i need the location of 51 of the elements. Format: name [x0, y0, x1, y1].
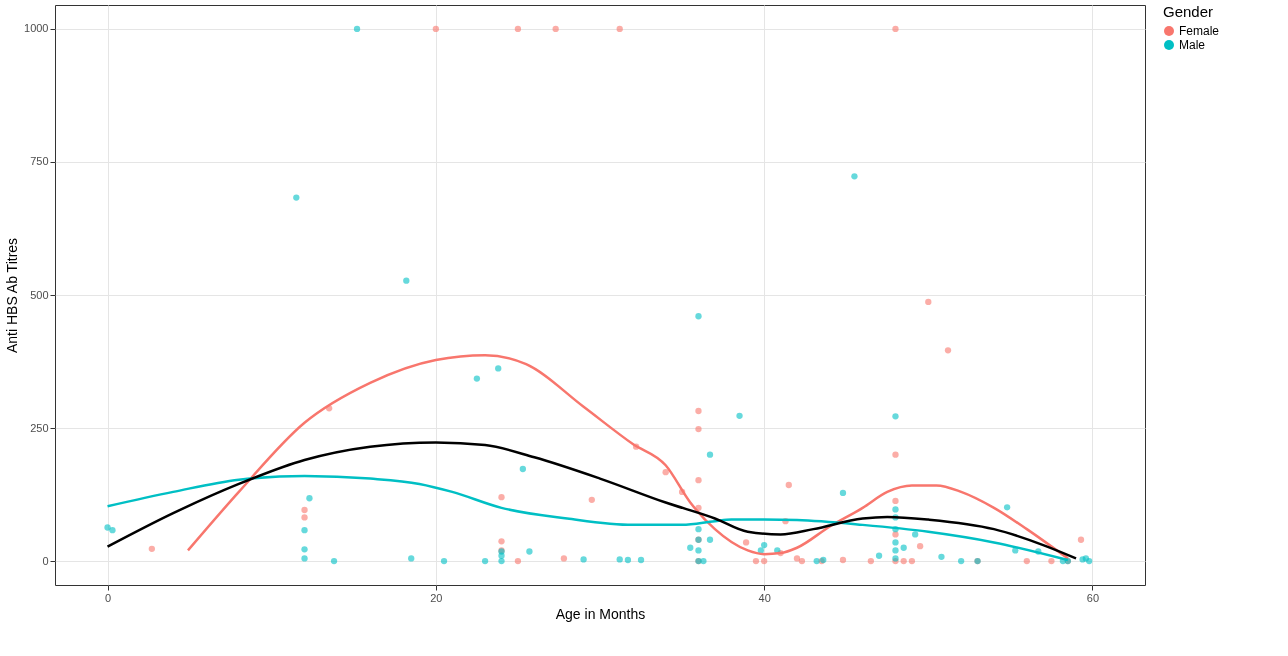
point	[839, 556, 847, 564]
point	[514, 25, 522, 33]
x-tick-label: 0	[104, 591, 112, 604]
point	[662, 469, 669, 476]
point	[1048, 557, 1055, 565]
legend-label: Female	[1179, 24, 1220, 38]
point	[798, 557, 806, 565]
point	[498, 494, 505, 501]
point	[1077, 536, 1085, 543]
x-tick-label: 40	[758, 591, 771, 604]
point	[301, 506, 308, 514]
legend-title: Gender	[1163, 3, 1214, 20]
point	[148, 545, 156, 552]
point	[916, 543, 924, 550]
y-tick-label: 0	[42, 554, 49, 567]
point	[616, 25, 623, 33]
point	[892, 497, 899, 505]
point	[514, 557, 522, 565]
point	[552, 25, 559, 33]
point	[432, 25, 440, 33]
point	[900, 557, 907, 565]
x-tick-label: 60	[1086, 591, 1100, 604]
point	[892, 25, 899, 33]
y-tick-label: 500	[30, 288, 49, 301]
point	[892, 531, 899, 538]
point	[867, 557, 875, 565]
y-tick-label: 1000	[24, 22, 49, 35]
y-axis-title: Anti HBS Ab Titres	[4, 237, 21, 354]
point	[498, 538, 505, 545]
point	[560, 555, 568, 562]
point	[785, 481, 792, 489]
point	[1023, 557, 1030, 565]
point	[742, 539, 750, 546]
point	[695, 425, 702, 433]
point	[695, 477, 702, 484]
line-series	[106, 441, 1078, 560]
point	[793, 555, 801, 562]
point	[908, 557, 916, 565]
point	[301, 514, 308, 521]
point	[588, 496, 595, 504]
point	[944, 347, 952, 354]
y-tick-label: 250	[30, 421, 49, 434]
x-axis-title: Age in Months	[555, 605, 646, 622]
point	[925, 298, 932, 306]
point	[752, 557, 760, 565]
x-tick-label: 20	[430, 591, 443, 604]
legend-label: Male	[1179, 38, 1206, 52]
point	[892, 451, 899, 458]
point	[695, 407, 702, 415]
point	[760, 557, 768, 565]
y-tick-label: 750	[30, 155, 49, 168]
